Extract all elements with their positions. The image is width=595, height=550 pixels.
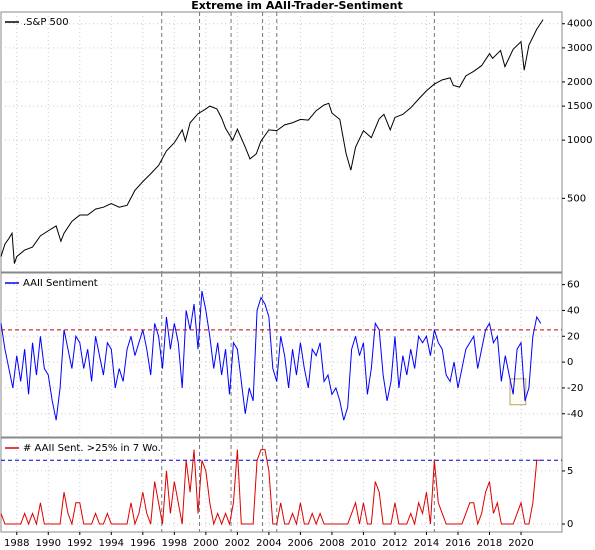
y-tick-label: 5: [567, 466, 573, 477]
y-tick-label: 0: [567, 357, 573, 368]
series-line: [0, 449, 541, 526]
x-tick-label: 2010: [351, 538, 376, 549]
y-tick-label: 4000: [567, 19, 592, 30]
y-tick-label: 3000: [567, 43, 592, 54]
panel-frame: [0, 11, 563, 273]
y-tick-label: 500: [567, 193, 586, 204]
y-tick-label: 20: [567, 331, 580, 342]
y-tick-label: 1500: [567, 101, 592, 112]
x-tick-label: 2004: [256, 538, 281, 549]
legend-label: # AAII Sent. >25% in 7 Wo.: [23, 443, 161, 454]
y-tick-label: 2000: [567, 77, 592, 88]
x-tick-label: 2012: [382, 538, 407, 549]
x-tick-label: 2020: [508, 538, 533, 549]
series-line: [0, 290, 542, 421]
y-tick-label: 40: [567, 305, 580, 316]
legend-label: .S&P 500: [23, 17, 69, 28]
x-tick-label: 2002: [225, 538, 250, 549]
legend-label: AAII Sentiment: [23, 278, 98, 289]
x-tick-label: 2008: [319, 538, 344, 549]
x-tick-label: 2006: [288, 538, 313, 549]
panel-frame: [0, 272, 563, 438]
x-tick-label: 1988: [4, 538, 29, 549]
x-tick-label: 2016: [445, 538, 470, 549]
x-tick-label: 1994: [99, 538, 124, 549]
y-tick-label: -40: [567, 409, 583, 420]
x-tick-label: 1990: [36, 538, 61, 549]
x-tick-label: 2000: [193, 538, 218, 549]
x-tick-label: 1992: [67, 538, 92, 549]
x-tick-label: 1998: [162, 538, 187, 549]
series-line: [0, 19, 544, 264]
y-tick-label: 60: [567, 280, 580, 291]
y-tick-label: -20: [567, 383, 583, 394]
x-tick-label: 1996: [130, 538, 155, 549]
y-tick-label: 0: [567, 519, 573, 530]
y-tick-label: 1000: [567, 135, 592, 146]
x-tick-label: 2014: [414, 538, 439, 549]
x-tick-label: 2018: [477, 538, 502, 549]
chart-title: Extreme im AAII-Trader-Sentiment: [191, 0, 402, 12]
